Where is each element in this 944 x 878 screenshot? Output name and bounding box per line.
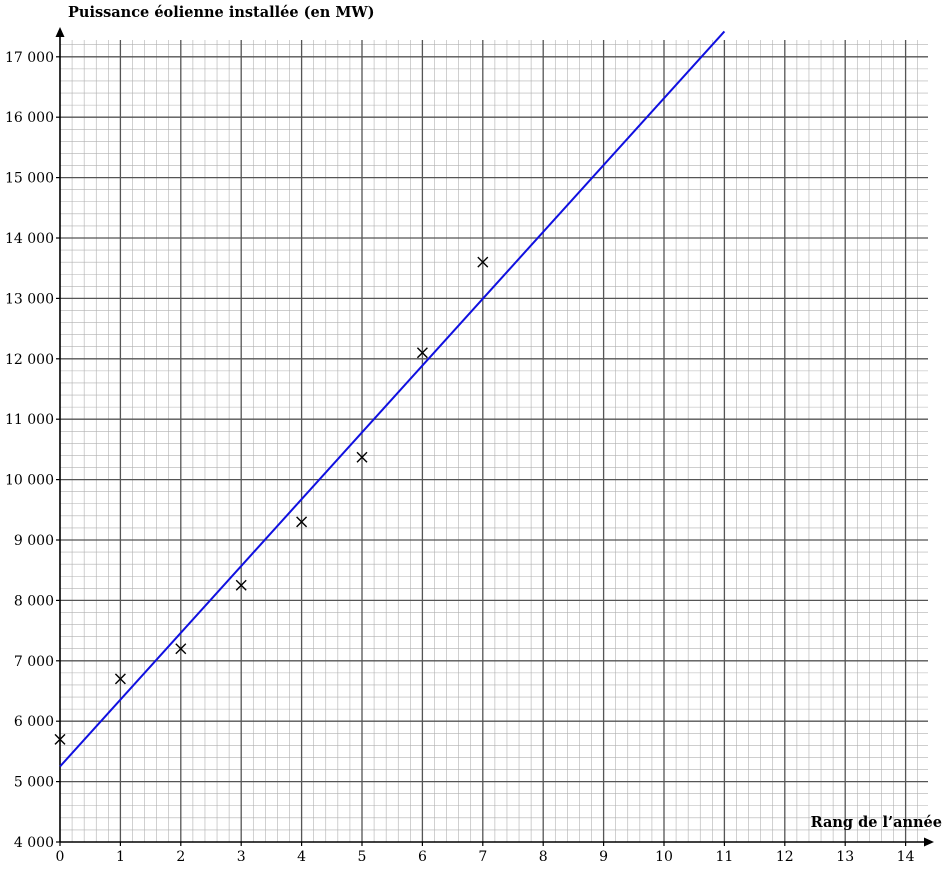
- data-point: [114, 673, 126, 685]
- x-axis-title: Rang de l’année: [811, 814, 942, 831]
- x-ticks: 0 1 2 3 4 5 6 7 8 9 10 11 12 13 14: [56, 842, 915, 865]
- trend-line-group: [59, 30, 726, 768]
- x-tick-label: 4: [297, 849, 306, 865]
- y-tick-label: 6 000: [14, 714, 54, 730]
- y-tick-label: 4 000: [14, 835, 54, 851]
- x-tick-label: 14: [897, 849, 915, 865]
- data-point: [477, 256, 489, 268]
- data-point: [54, 733, 66, 745]
- x-tick-label: 1: [116, 849, 125, 865]
- x-axis-arrow-icon: [924, 837, 934, 847]
- y-tick-label: 16 000: [5, 110, 54, 126]
- x-tick-label: 0: [56, 849, 65, 865]
- data-point: [296, 516, 308, 528]
- y-tick-label: 12 000: [5, 352, 54, 368]
- x-tick-label: 10: [655, 849, 673, 865]
- x-tick-label: 9: [599, 849, 608, 865]
- y-ticks: 4 000 5 000 6 000 7 000 8 000 9 000 10 000 11 0…: [5, 50, 60, 851]
- y-tick-label: 10 000: [5, 473, 54, 489]
- grid-minor: [60, 40, 928, 842]
- y-tick-label: 7 000: [14, 654, 54, 670]
- x-tick-label: 6: [418, 849, 427, 865]
- y-tick-label: 14 000: [5, 231, 54, 247]
- axes: [55, 27, 934, 847]
- x-tick-label: 13: [836, 849, 854, 865]
- y-tick-label: 15 000: [5, 171, 54, 187]
- y-tick-label: 9 000: [14, 533, 54, 549]
- y-axis-title: Puissance éolienne installée (en MW): [68, 4, 375, 21]
- grid-major: [60, 40, 928, 842]
- y-tick-label: 5 000: [14, 775, 54, 791]
- x-tick-label: 7: [478, 849, 487, 865]
- y-tick-label: 17 000: [5, 50, 54, 66]
- x-tick-label: 8: [539, 849, 548, 865]
- x-tick-label: 11: [715, 849, 733, 865]
- y-tick-label: 8 000: [14, 593, 54, 609]
- y-axis-arrow-icon: [55, 27, 65, 37]
- data-point: [235, 579, 247, 591]
- data-points: [54, 256, 489, 745]
- trend-line: [59, 30, 726, 768]
- y-tick-label: 11 000: [5, 412, 54, 428]
- data-point: [175, 643, 187, 655]
- data-point: [356, 451, 368, 463]
- data-point: [416, 347, 428, 359]
- x-tick-label: 12: [776, 849, 794, 865]
- x-tick-label: 3: [237, 849, 246, 865]
- x-tick-label: 2: [176, 849, 185, 865]
- y-tick-label: 13 000: [5, 291, 54, 307]
- x-tick-label: 5: [358, 849, 367, 865]
